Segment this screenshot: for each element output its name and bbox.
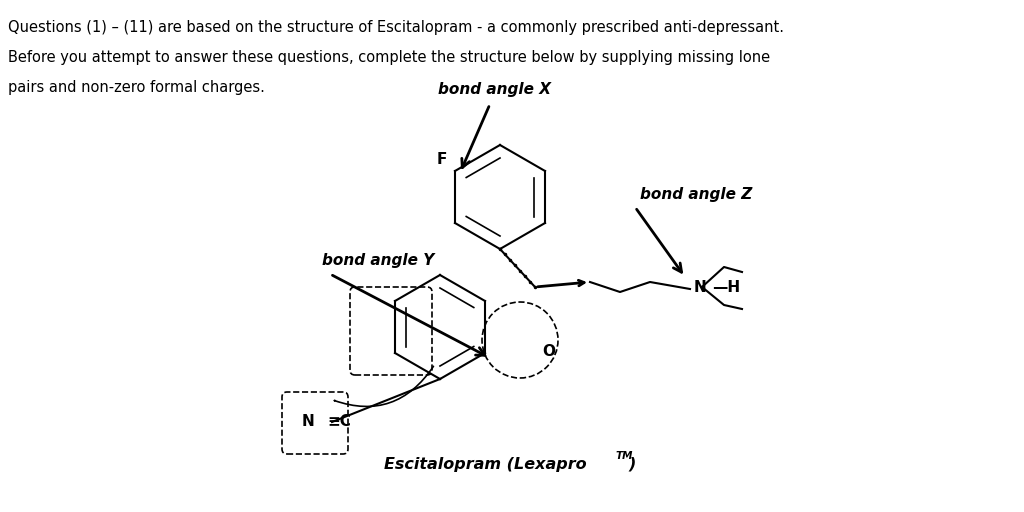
Text: Questions (1) – (11) are based on the structure of Escitalopram - a commonly pre: Questions (1) – (11) are based on the st…	[8, 20, 784, 35]
Text: ): )	[628, 457, 635, 472]
Text: O: O	[542, 345, 555, 359]
FancyArrowPatch shape	[335, 366, 433, 407]
Text: —H: —H	[712, 280, 740, 294]
Text: N: N	[302, 415, 314, 430]
Text: pairs and non-zero formal charges.: pairs and non-zero formal charges.	[8, 80, 265, 95]
Text: F: F	[436, 152, 446, 167]
Text: bond angle X: bond angle X	[438, 82, 552, 97]
Text: N: N	[694, 280, 707, 294]
Text: bond angle Y: bond angle Y	[322, 253, 434, 268]
Text: Before you attempt to answer these questions, complete the structure below by su: Before you attempt to answer these quest…	[8, 50, 770, 65]
Text: Escitalopram (Lexapro: Escitalopram (Lexapro	[384, 457, 587, 472]
Text: TM: TM	[615, 451, 633, 461]
Text: ≡C: ≡C	[327, 415, 351, 430]
Text: bond angle Z: bond angle Z	[640, 187, 753, 202]
